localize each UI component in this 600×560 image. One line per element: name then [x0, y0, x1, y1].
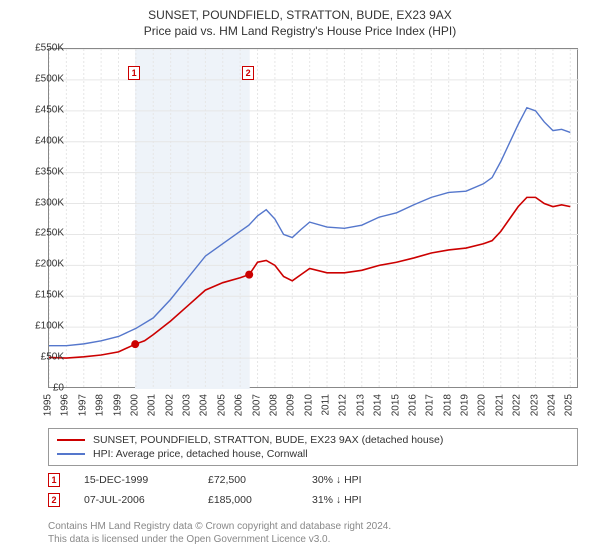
x-axis-tick-label: 2023	[529, 394, 540, 416]
chart-title-line2: Price paid vs. HM Land Registry's House …	[0, 24, 600, 38]
y-axis-tick-label: £150K	[20, 290, 64, 301]
x-axis-tick-label: 2004	[199, 394, 210, 416]
x-axis-tick-label: 2014	[373, 394, 384, 416]
chart-title-line1: SUNSET, POUNDFIELD, STRATTON, BUDE, EX23…	[0, 8, 600, 22]
sale-record-price: £185,000	[208, 494, 288, 506]
y-axis-tick-label: £250K	[20, 228, 64, 239]
x-axis-tick-label: 2003	[182, 394, 193, 416]
footer-attribution: Contains HM Land Registry data © Crown c…	[48, 520, 578, 546]
x-axis-tick-label: 2002	[164, 394, 175, 416]
legend: SUNSET, POUNDFIELD, STRATTON, BUDE, EX23…	[48, 428, 578, 466]
x-axis-tick-label: 1999	[112, 394, 123, 416]
x-axis-tick-label: 2017	[425, 394, 436, 416]
sale-record-date: 15-DEC-1999	[84, 474, 184, 486]
x-axis-tick-label: 2010	[303, 394, 314, 416]
x-axis-tick-label: 2015	[390, 394, 401, 416]
x-axis-tick-label: 2000	[129, 394, 140, 416]
x-axis-tick-label: 2008	[268, 394, 279, 416]
sale-records: 1 15-DEC-1999 £72,500 30% ↓ HPI 2 07-JUL-2006…	[48, 470, 578, 510]
x-axis-tick-label: 1998	[95, 394, 106, 416]
x-axis-tick-label: 2016	[407, 394, 418, 416]
y-axis-tick-label: £400K	[20, 135, 64, 146]
x-axis-tick-label: 2009	[286, 394, 297, 416]
x-axis-tick-label: 2022	[512, 394, 523, 416]
x-axis-tick-label: 1997	[77, 394, 88, 416]
sale-record-price: £72,500	[208, 474, 288, 486]
x-axis-tick-label: 2001	[147, 394, 158, 416]
x-axis-tick-label: 2011	[321, 394, 332, 416]
chart-svg	[49, 49, 579, 389]
footer-line2: This data is licensed under the Open Gov…	[48, 533, 578, 546]
legend-label: HPI: Average price, detached house, Corn…	[93, 448, 308, 460]
y-axis-tick-label: £300K	[20, 197, 64, 208]
x-axis-tick-label: 2019	[460, 394, 471, 416]
sale-record-date: 07-JUL-2006	[84, 494, 184, 506]
sale-marker-box: 2	[242, 66, 254, 80]
y-axis-tick-label: £350K	[20, 166, 64, 177]
y-axis-tick-label: £500K	[20, 73, 64, 84]
legend-swatch	[57, 439, 85, 441]
y-axis-tick-label: £550K	[20, 43, 64, 54]
x-axis-tick-label: 2005	[216, 394, 227, 416]
sale-marker-dot	[131, 340, 139, 348]
sale-record-row: 1 15-DEC-1999 £72,500 30% ↓ HPI	[48, 470, 578, 490]
x-axis-tick-label: 2013	[355, 394, 366, 416]
x-axis-tick-label: 2025	[564, 394, 575, 416]
plot-area	[48, 48, 578, 388]
sale-record-marker: 1	[48, 473, 60, 487]
x-axis-tick-label: 1995	[43, 394, 54, 416]
y-axis-tick-label: £50K	[20, 352, 64, 363]
x-axis-tick-label: 2020	[477, 394, 488, 416]
legend-label: SUNSET, POUNDFIELD, STRATTON, BUDE, EX23…	[93, 434, 443, 446]
legend-swatch	[57, 453, 85, 455]
x-axis-tick-label: 2021	[494, 394, 505, 416]
y-axis-tick-label: £100K	[20, 321, 64, 332]
sale-marker-dot	[245, 271, 253, 279]
x-axis-tick-label: 2012	[338, 394, 349, 416]
footer-line1: Contains HM Land Registry data © Crown c…	[48, 520, 578, 533]
x-axis-tick-label: 2006	[234, 394, 245, 416]
legend-item: HPI: Average price, detached house, Corn…	[57, 447, 569, 461]
sale-record-row: 2 07-JUL-2006 £185,000 31% ↓ HPI	[48, 490, 578, 510]
sale-record-diff: 31% ↓ HPI	[312, 494, 412, 506]
sale-record-marker: 2	[48, 493, 60, 507]
y-axis-tick-label: £0	[20, 383, 64, 394]
x-axis-tick-label: 2018	[442, 394, 453, 416]
x-axis-tick-label: 2007	[251, 394, 262, 416]
sale-marker-box: 1	[128, 66, 140, 80]
y-axis-tick-label: £200K	[20, 259, 64, 270]
y-axis-tick-label: £450K	[20, 104, 64, 115]
x-axis-tick-label: 1996	[60, 394, 71, 416]
sale-record-diff: 30% ↓ HPI	[312, 474, 412, 486]
legend-item: SUNSET, POUNDFIELD, STRATTON, BUDE, EX23…	[57, 433, 569, 447]
chart	[48, 48, 578, 388]
x-axis-tick-label: 2024	[546, 394, 557, 416]
